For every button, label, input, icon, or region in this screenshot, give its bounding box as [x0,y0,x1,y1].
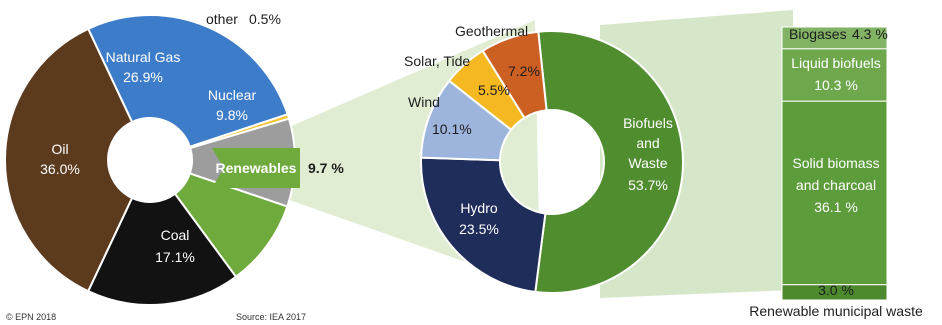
copyright-note: © EPN 2018 [6,312,56,322]
hydro-slice [420,156,547,294]
renewable-municipal-waste-segment [781,284,888,301]
geothermal-slice [481,30,548,120]
biofuels-label-line1: Biofuels [623,115,673,131]
solid-biomass-and-charcoal-segment [781,100,888,286]
biofuels-stacked-bar [781,26,888,301]
hydro-value: 23.5% [459,221,499,237]
biofuels-label-line2: and [636,135,659,151]
liquid-biofuels-segment [781,48,888,102]
oil-label: Oil [51,141,68,157]
nuclear-label: Nuclear [208,87,257,103]
solar-label: Solar, Tide [404,53,470,69]
msw-label: Renewable municipal waste [749,303,923,319]
hydro-label: Hydro [460,200,498,216]
other-label: other [206,11,238,27]
renewables-donut [420,30,684,294]
biogases-value: 4.3 % [852,26,888,42]
msw-value: 3.0 % [818,282,854,298]
renewables-label: Renewables [216,160,297,176]
biofuels-label-line3: Waste [628,155,667,171]
biofuels-value: 53.7% [628,177,668,193]
liquid-biofuels-label: Liquid biofuels [791,55,881,71]
solid-biomass-label-line1: Solid biomass [792,155,879,171]
nuclear-value: 9.8% [216,107,248,123]
oil-slice [4,27,134,293]
solar-value: 5.5% [478,82,510,98]
geothermal-label: Geothermal [455,23,528,39]
other-value: 0.5% [249,11,281,27]
coal-label: Coal [161,227,190,243]
renewables-arrow [212,148,300,188]
biofuels-and-waste-slice [534,30,684,294]
coal-slice [86,192,238,306]
wind-label: Wind [408,94,440,110]
solid-biomass-value: 36.1 % [814,199,858,215]
source-note: Source: IEA 2017 [236,312,306,322]
oil-value: 36.0% [40,161,80,177]
natural-gas-slice [86,14,289,149]
wind-value: 10.1% [432,121,472,137]
liquid-biofuels-value: 10.3 % [814,77,858,93]
biogases-label: Biogases [789,26,847,42]
renewables-value: 9.7 % [308,160,344,176]
gas-label: Natural Gas [106,49,181,65]
coal-value: 17.1% [155,249,195,265]
solid-biomass-label-line2: and charcoal [796,177,876,193]
geothermal-value: 7.2% [508,63,540,79]
gas-value: 26.9% [123,69,163,85]
